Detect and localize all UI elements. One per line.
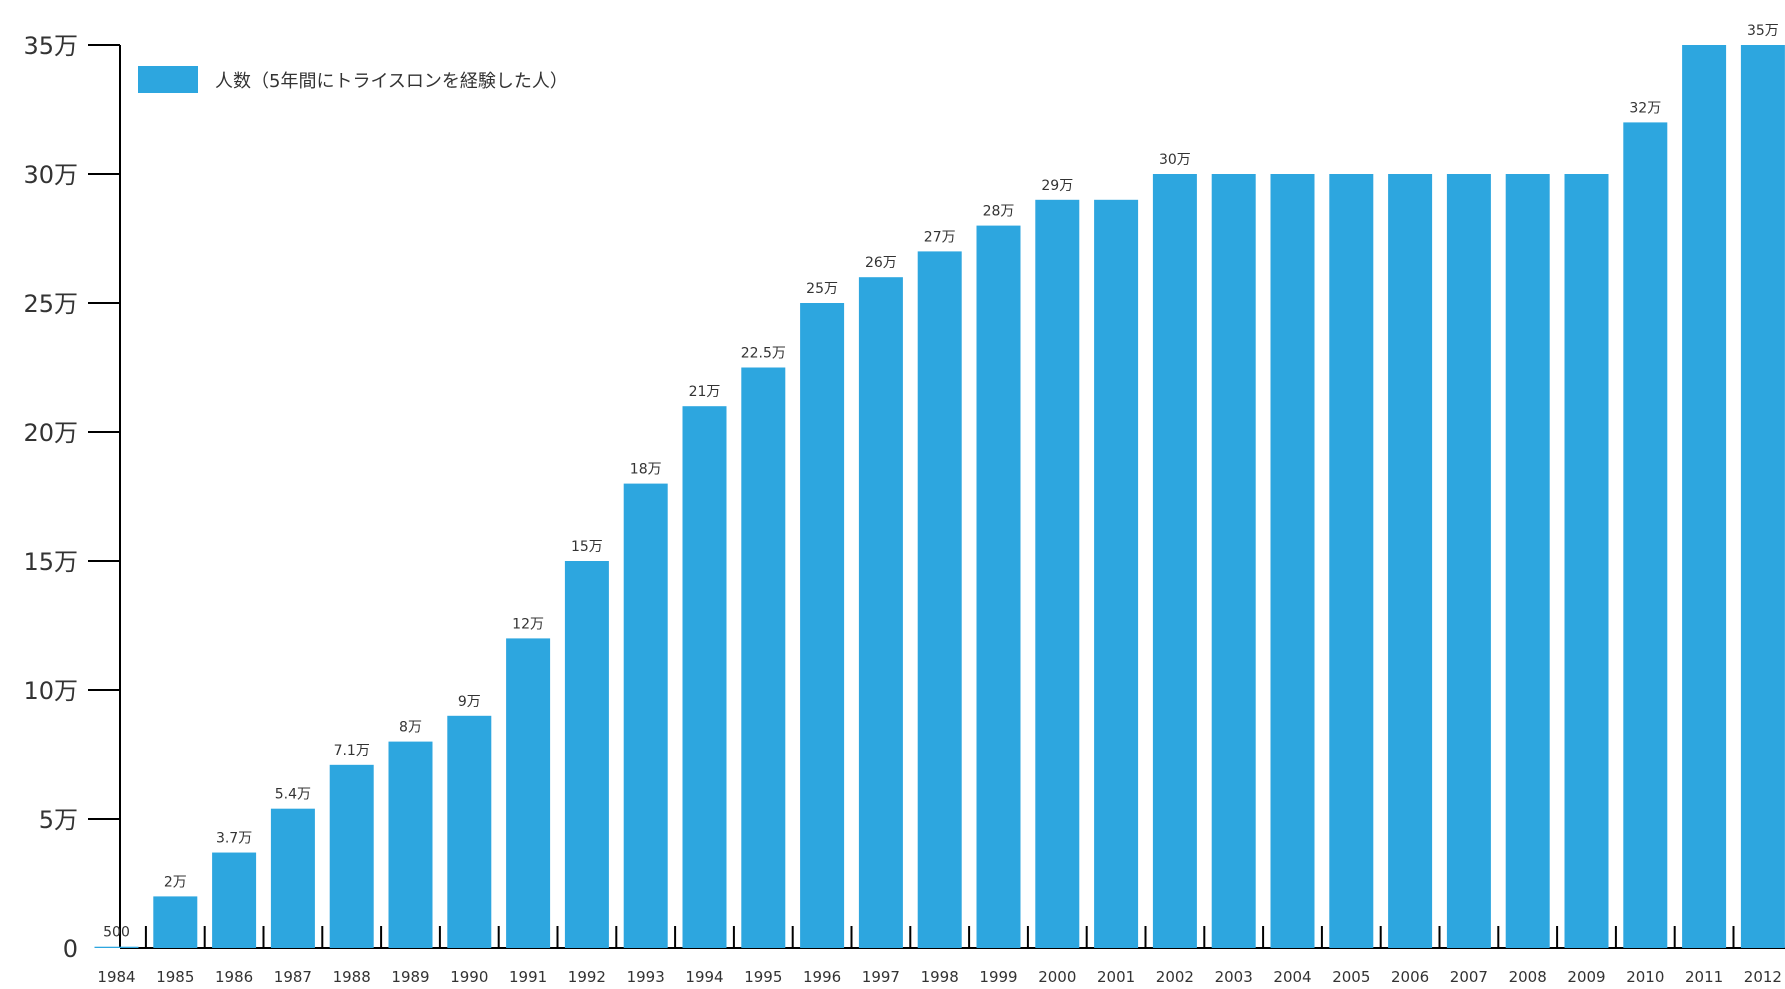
bar [623,483,668,948]
x-tick-label: 1988 [333,968,371,986]
data-label: 21万 [689,384,721,400]
x-axis-labels: 1984 1985 1986 1987 1988 1989 1990 1991 1992 1993… [97,968,1782,986]
bars [94,45,1785,949]
x-tick-label: 2003 [1215,968,1253,986]
x-tick-label: 2006 [1391,968,1429,986]
y-tick-label: 20万 [23,419,78,447]
bar [270,808,315,948]
y-tick-label: 25万 [23,290,78,318]
data-labels: 500 2万 3.7万 5.4万 7.1万 8万 9万 12万 15万 18万 21万 22.5万 25… [103,23,1779,941]
data-label: 5.4万 [275,787,311,803]
x-tick-label: 1984 [97,968,135,986]
bar [1152,174,1197,948]
x-tick-label: 2004 [1273,968,1311,986]
x-tick-label: 2000 [1038,968,1076,986]
data-label: 500 [103,925,130,941]
bar [741,367,786,948]
y-tick-label: 10万 [23,677,78,705]
bar [1094,199,1139,949]
data-label: 35万 [1747,23,1779,39]
bar [388,741,433,948]
bar [976,225,1021,949]
y-tick-label: 35万 [23,32,78,60]
legend-swatch [138,66,198,93]
bar [917,251,962,948]
bar [682,406,727,948]
bar [1564,174,1609,948]
bar [858,277,903,948]
data-label: 12万 [512,616,544,632]
x-tick-label: 2005 [1332,968,1370,986]
data-label: 27万 [924,229,956,245]
legend: 人数（5年間にトライスロンを経験した人） [138,66,568,93]
data-label: 30万 [1159,152,1191,168]
data-label: 32万 [1629,100,1661,116]
bar [1329,174,1374,948]
x-tick-label: 1993 [627,968,665,986]
y-axis-ticks: 0 5万 10万 15万 20万 25万 30万 35万 [23,32,120,963]
y-tick-label: 5万 [39,806,78,834]
legend-label: 人数（5年間にトライスロンを経験した人） [215,71,568,92]
x-tick-label: 1985 [156,968,194,986]
x-tick-label: 2002 [1156,968,1194,986]
x-tick-label: 1987 [274,968,312,986]
data-label: 7.1万 [334,743,370,759]
x-tick-label: 1996 [803,968,841,986]
x-tick-label: 1998 [921,968,959,986]
bar [564,561,609,948]
bar [329,764,374,948]
data-label: 2万 [164,874,187,890]
bar [1505,174,1550,948]
data-label: 26万 [865,255,897,271]
x-tick-label: 1999 [979,968,1017,986]
x-tick-label: 1995 [744,968,782,986]
y-tick-label: 30万 [23,161,78,189]
x-tick-label: 1992 [568,968,606,986]
bar [800,303,845,948]
bar [1388,174,1433,948]
bar [1446,174,1491,948]
x-tick-label: 2008 [1509,968,1547,986]
x-tick-label: 1991 [509,968,547,986]
data-label: 22.5万 [741,346,786,362]
x-tick-label: 2001 [1097,968,1135,986]
bar [447,715,492,948]
bar [1211,174,1256,948]
x-tick-label: 1989 [391,968,429,986]
bar [1035,199,1080,949]
data-label: 28万 [983,204,1015,220]
x-tick-label: 2011 [1685,968,1723,986]
x-tick-label: 2009 [1567,968,1605,986]
x-tick-label: 2010 [1626,968,1664,986]
x-tick-label: 1997 [862,968,900,986]
y-tick-label: 0 [63,935,78,963]
x-tick-label: 1994 [685,968,723,986]
data-label: 3.7万 [216,831,252,847]
x-tick-label: 1990 [450,968,488,986]
data-label: 15万 [571,539,603,555]
bar [153,896,198,948]
data-label: 29万 [1041,178,1073,194]
data-label: 8万 [399,720,422,736]
bar [1682,45,1727,948]
y-tick-label: 15万 [23,548,78,576]
bar [506,638,551,948]
bar [94,946,139,948]
data-label: 9万 [458,694,481,710]
x-tick-label: 2012 [1744,968,1782,986]
data-label: 25万 [806,281,838,297]
bar [212,852,257,948]
x-tick-label: 2007 [1450,968,1488,986]
bar [1740,45,1785,948]
bar [1623,122,1668,948]
data-label: 18万 [630,462,662,478]
x-tick-label: 1986 [215,968,253,986]
bar [1270,174,1315,948]
